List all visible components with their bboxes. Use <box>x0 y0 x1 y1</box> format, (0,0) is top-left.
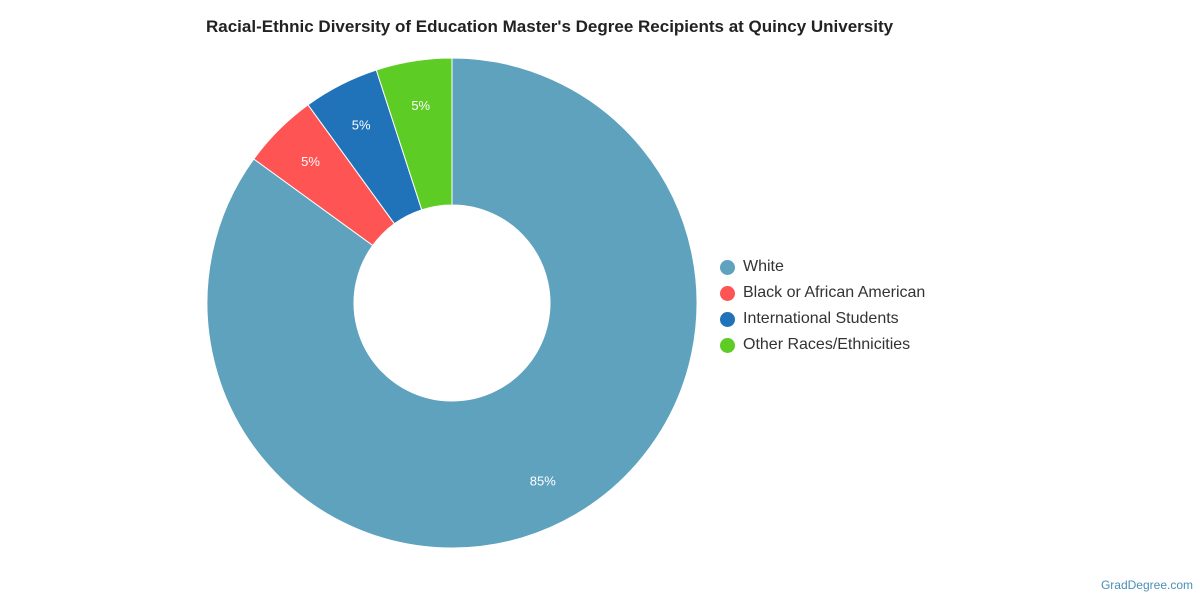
legend-item-white[interactable]: White <box>720 254 925 280</box>
slice-value-label: 5% <box>352 117 371 132</box>
legend-swatch-icon <box>720 311 735 327</box>
legend-label: Other Races/Ethnicities <box>743 336 911 353</box>
legend-label: International Students <box>743 310 899 327</box>
slice-value-label: 5% <box>301 154 320 169</box>
legend-swatch-icon <box>720 285 735 301</box>
slice-value-label: 5% <box>411 98 430 113</box>
slice-other-races-ethnicities[interactable] <box>375 57 453 211</box>
legend-item-black-or-african-american[interactable]: Black or African American <box>720 280 925 306</box>
slice-value-label: 85% <box>530 474 556 489</box>
chart-legend: White Black or African American Internatio… <box>720 254 925 358</box>
legend-swatch-icon <box>720 337 735 353</box>
legend-item-international-students[interactable]: International Students <box>720 306 925 332</box>
legend-item-other-races-ethnicities[interactable]: Other Races/Ethnicities <box>720 332 925 358</box>
legend-label: Black or African American <box>743 284 926 301</box>
watermark-link[interactable]: GradDegree.com <box>1100 578 1193 592</box>
legend-label: White <box>743 258 784 275</box>
legend-swatch-icon <box>720 259 735 275</box>
slice-white[interactable] <box>206 57 698 549</box>
chart-title: Racial-Ethnic Diversity of Education Mas… <box>206 17 894 36</box>
